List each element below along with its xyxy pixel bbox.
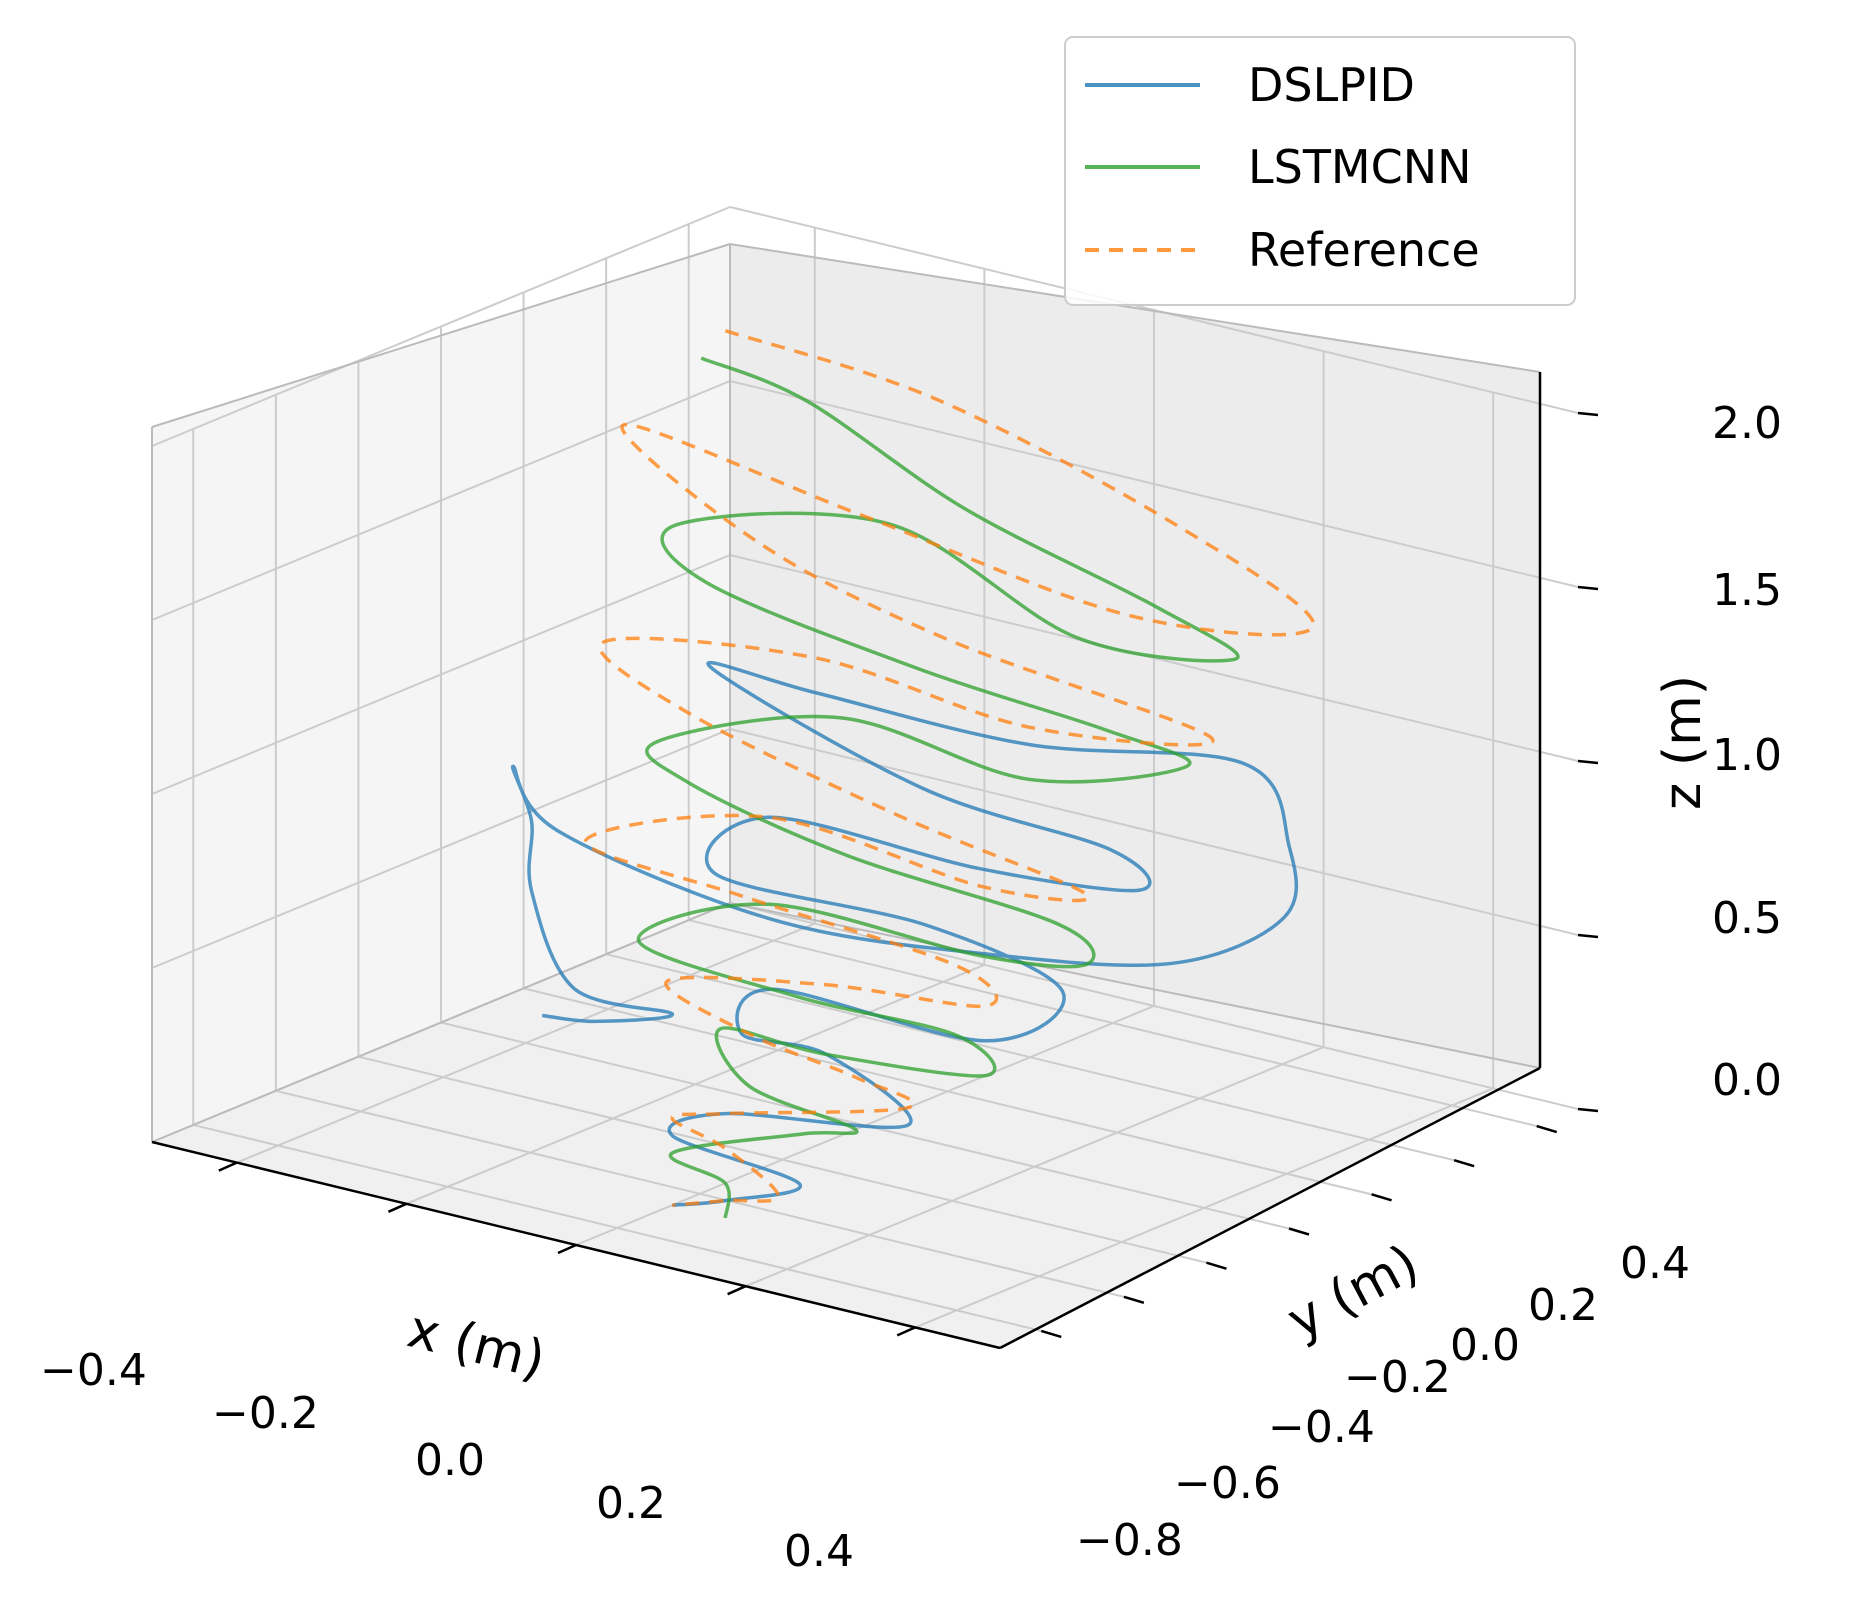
z-tick-label: 1.5 [1712,565,1782,616]
tick-mark [1288,1227,1310,1236]
tick-mark [1040,1329,1062,1339]
tick-mark [557,1243,577,1255]
y-tick-labels: −0.8 −0.6 −0.4 −0.2 0.0 0.2 0.4 [1076,1238,1690,1566]
tick-mark [1123,1295,1145,1304]
grid-line [193,1123,1042,1332]
grid-line [275,1089,1125,1298]
legend-box [1064,36,1576,306]
y-tick-label: −0.2 [1344,1352,1451,1403]
z-tick-label: 1.0 [1712,730,1782,781]
tick-mark [1536,1124,1558,1134]
tick-mark [1577,585,1599,591]
z-axis-label: z (m) [1653,675,1713,810]
pane-edges [151,243,1541,1143]
z-tick-label: 2.0 [1712,398,1782,449]
x-tick-label: −0.2 [212,1388,319,1439]
tick-mark [1577,759,1599,765]
z-tick-label: 0.0 [1712,1055,1782,1106]
legend-label-reference: Reference [1248,223,1480,277]
tick-mark [218,1161,238,1172]
grid-line [729,380,1579,588]
grid-line [151,380,731,621]
y-tick-label: −0.4 [1268,1402,1375,1453]
series-line-reference [583,329,1316,1207]
axis-ticks [218,411,1599,1339]
grid-line [151,728,731,969]
grid-line [605,953,1455,1162]
z-tick-labels: 0.0 0.5 1.0 1.5 2.0 [1712,398,1782,1106]
x-tick-label: 0.0 [415,1435,485,1486]
legend-label-lstmcnn: LSTMCNN [1248,140,1472,194]
y-tick-label: −0.8 [1076,1515,1183,1566]
y-tick-label: 0.0 [1450,1320,1520,1371]
tick-mark [1577,1107,1599,1113]
z-tick-label: 0.5 [1712,893,1782,944]
y-axis-line [999,1066,1541,1350]
tick-mark [727,1285,747,1296]
back-right-pane [730,244,1540,1068]
grid-line [358,1055,1207,1264]
grid-line [688,919,1537,1128]
tick-mark [1206,1261,1227,1270]
legend: DSLPID LSTMCNN Reference [1064,36,1576,306]
tick-mark [1577,933,1599,939]
grid-lines [151,206,1579,1332]
x-axis-label: x (m) [402,1299,551,1391]
grid-line [151,206,731,447]
y-axis-label: y (m) [1278,1233,1428,1351]
grid-line [523,987,1372,1196]
tick-mark [387,1202,407,1213]
series-layer [510,329,1316,1219]
tick-mark [1577,411,1599,417]
x-tick-label: 0.2 [596,1478,666,1529]
y-tick-label: 0.2 [1528,1280,1598,1331]
grid-line [151,554,731,795]
x-tick-label: 0.4 [784,1526,854,1577]
x-tick-labels: −0.4 −0.2 0.0 0.2 0.4 [40,1345,854,1577]
x-tick-label: −0.4 [40,1345,147,1396]
legend-label-dslpid: DSLPID [1248,58,1415,112]
y-tick-label: 0.4 [1620,1238,1690,1289]
y-tick-label: −0.6 [1174,1458,1281,1509]
tick-mark [896,1326,916,1337]
tick-mark [1453,1159,1475,1168]
tick-mark [1371,1193,1392,1202]
